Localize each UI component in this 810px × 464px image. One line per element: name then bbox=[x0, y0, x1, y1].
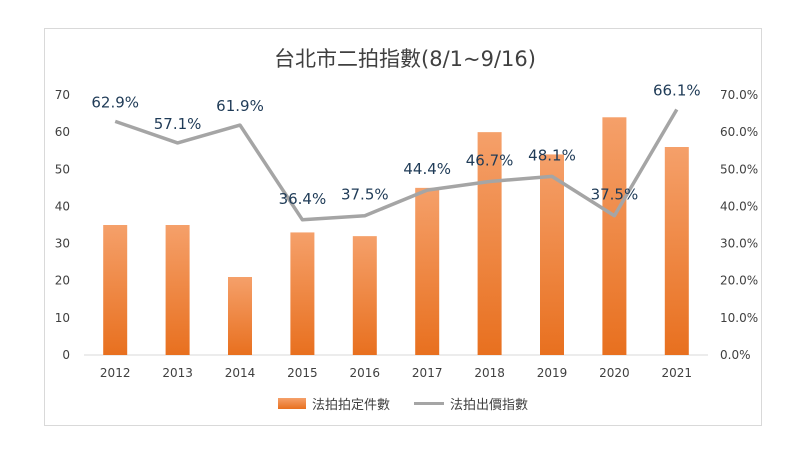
x-tick-label: 2014 bbox=[225, 366, 256, 380]
data-label: 61.9% bbox=[216, 97, 264, 115]
y-left-axis: 0 10 20 30 40 50 60 70 bbox=[55, 88, 70, 362]
y-right-tick-label: 20.0% bbox=[720, 274, 758, 288]
legend: 法拍拍定件數 法拍出價指數 bbox=[278, 398, 528, 413]
y-left-tick-label: 10 bbox=[55, 311, 70, 325]
x-tick-label: 2017 bbox=[412, 366, 443, 380]
legend-label-line: 法拍出價指數 bbox=[450, 398, 528, 413]
bar bbox=[165, 225, 190, 355]
bar bbox=[602, 117, 627, 356]
bar bbox=[103, 225, 128, 355]
y-left-tick-label: 60 bbox=[55, 125, 70, 139]
data-label: 36.4% bbox=[279, 190, 327, 208]
bar-series bbox=[103, 117, 689, 356]
y-left-tick-label: 70 bbox=[55, 88, 70, 102]
y-left-tick-label: 40 bbox=[55, 199, 70, 213]
y-right-tick-label: 30.0% bbox=[720, 237, 758, 251]
bar bbox=[540, 154, 564, 355]
line-series bbox=[114, 108, 679, 222]
legend-label-bar: 法拍拍定件數 bbox=[312, 398, 390, 413]
data-label: 37.5% bbox=[341, 186, 389, 204]
x-axis: 2012 2013 2014 2015 2016 2017 2018 2019 2020 2021 bbox=[100, 366, 692, 380]
y-left-tick-label: 0 bbox=[62, 348, 70, 362]
y-right-tick-label: 40.0% bbox=[720, 199, 758, 213]
x-tick-label: 2015 bbox=[287, 366, 318, 380]
x-tick-label: 2016 bbox=[350, 366, 381, 380]
y-right-tick-label: 50.0% bbox=[720, 162, 758, 176]
x-tick-label: 2013 bbox=[162, 366, 193, 380]
y-right-tick-label: 60.0% bbox=[720, 125, 758, 139]
chart-frame bbox=[44, 28, 762, 426]
chart-title: 台北市二拍指數(8/1~9/16) bbox=[274, 47, 536, 71]
bar bbox=[664, 147, 689, 355]
x-tick-label: 2018 bbox=[474, 366, 505, 380]
bar bbox=[477, 132, 502, 355]
line-data-labels: 62.9% 57.1% 61.9% 36.4% 37.5% 44.4% 46.7% 48.1%… bbox=[91, 81, 700, 207]
x-tick-label: 2012 bbox=[100, 366, 131, 380]
bar bbox=[415, 187, 440, 355]
y-left-tick-label: 20 bbox=[55, 274, 70, 288]
data-label: 48.1% bbox=[528, 146, 576, 164]
legend-swatch-bar bbox=[278, 398, 306, 409]
x-tick-label: 2021 bbox=[662, 366, 693, 380]
y-right-axis: 0.0% 10.0% 20.0% 30.0% 40.0% 50.0% 60.0% 70.0% bbox=[720, 88, 758, 362]
x-tick-label: 2020 bbox=[599, 366, 630, 380]
data-label: 66.1% bbox=[653, 81, 701, 99]
data-label: 62.9% bbox=[91, 93, 139, 111]
bar bbox=[352, 236, 377, 355]
x-tick-label: 2019 bbox=[537, 366, 568, 380]
bar bbox=[228, 277, 252, 355]
data-label: 57.1% bbox=[154, 115, 202, 133]
y-right-tick-label: 10.0% bbox=[720, 311, 758, 325]
y-right-tick-label: 0.0% bbox=[720, 348, 751, 362]
data-label: 37.5% bbox=[591, 186, 639, 204]
data-label: 44.4% bbox=[403, 160, 451, 178]
y-left-tick-label: 50 bbox=[55, 162, 70, 176]
data-label: 46.7% bbox=[466, 152, 514, 170]
y-right-tick-label: 70.0% bbox=[720, 88, 758, 102]
bar bbox=[290, 232, 315, 355]
line-path bbox=[114, 108, 679, 222]
y-left-tick-label: 30 bbox=[55, 237, 70, 251]
